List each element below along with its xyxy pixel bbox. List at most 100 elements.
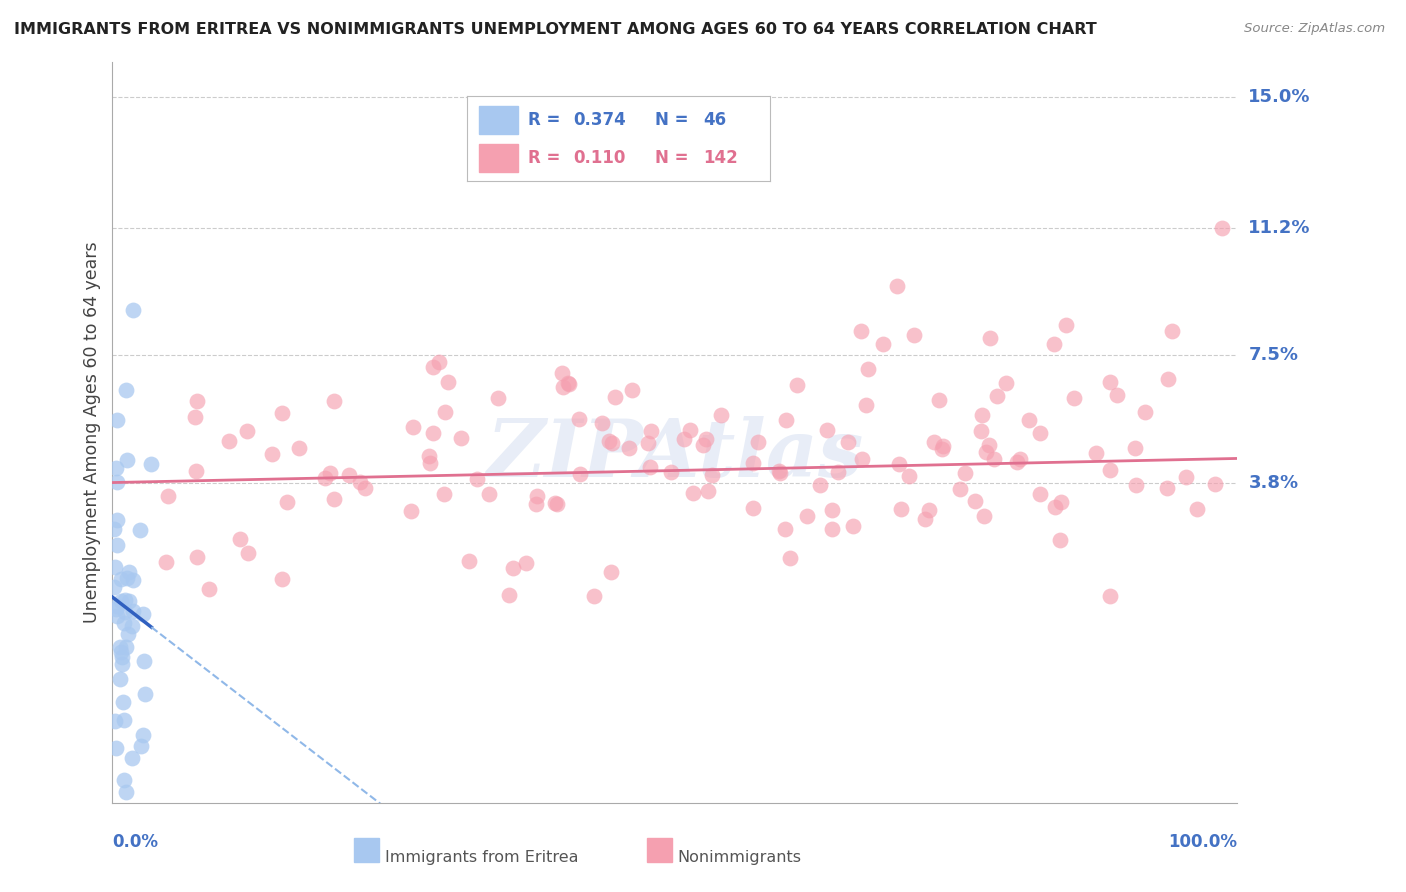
- Point: [114, 593, 136, 607]
- Point: [118, 565, 141, 579]
- Point: [1185, 502, 1208, 516]
- Point: [129, 523, 152, 537]
- Point: [918, 503, 941, 517]
- Point: [815, 424, 838, 438]
- Point: [114, 640, 136, 654]
- Point: [551, 366, 574, 380]
- Point: [695, 432, 717, 446]
- Point: [122, 604, 145, 618]
- Point: [543, 496, 565, 510]
- FancyBboxPatch shape: [647, 838, 672, 862]
- Point: [692, 437, 714, 451]
- Point: [1175, 470, 1198, 484]
- Point: [773, 522, 796, 536]
- Point: [1123, 441, 1146, 455]
- Point: [337, 468, 360, 483]
- Point: [184, 464, 207, 478]
- Point: [184, 409, 207, 424]
- Point: [105, 609, 128, 624]
- Point: [890, 502, 912, 516]
- Point: [821, 503, 844, 517]
- Point: [236, 546, 259, 560]
- Point: [965, 494, 987, 508]
- Point: [319, 467, 342, 481]
- Point: [769, 467, 792, 481]
- Point: [288, 441, 311, 455]
- Point: [121, 303, 143, 318]
- Point: [1161, 324, 1184, 338]
- Text: 3.8%: 3.8%: [1249, 474, 1299, 491]
- Text: Nonimmigrants: Nonimmigrants: [678, 850, 801, 865]
- Point: [110, 645, 132, 659]
- Point: [111, 695, 134, 709]
- Point: [422, 359, 444, 374]
- Point: [598, 434, 620, 448]
- Point: [110, 657, 132, 671]
- Point: [105, 513, 128, 527]
- Point: [546, 497, 568, 511]
- Point: [1063, 391, 1085, 405]
- Point: [112, 713, 135, 727]
- Point: [121, 751, 143, 765]
- Point: [117, 627, 139, 641]
- Point: [349, 475, 371, 489]
- Point: [786, 378, 808, 392]
- Text: IMMIGRANTS FROM ERITREA VS NONIMMIGRANTS UNEMPLOYMENT AMONG AGES 60 TO 64 YEARS : IMMIGRANTS FROM ERITREA VS NONIMMIGRANTS…: [14, 22, 1097, 37]
- Text: 100.0%: 100.0%: [1168, 833, 1237, 851]
- Point: [1098, 589, 1121, 603]
- Point: [903, 327, 925, 342]
- Point: [603, 390, 626, 404]
- Point: [700, 467, 723, 482]
- Point: [218, 434, 240, 449]
- Point: [1098, 375, 1121, 389]
- Point: [696, 484, 718, 499]
- Point: [156, 489, 179, 503]
- Y-axis label: Unemployment Among Ages 60 to 64 years: Unemployment Among Ages 60 to 64 years: [83, 242, 101, 624]
- Point: [1049, 494, 1071, 508]
- Point: [557, 376, 579, 390]
- Point: [271, 572, 294, 586]
- Point: [638, 459, 661, 474]
- Point: [558, 377, 581, 392]
- Point: [141, 457, 163, 471]
- Point: [887, 458, 910, 472]
- Point: [914, 512, 936, 526]
- Point: [114, 605, 136, 619]
- Point: [741, 456, 763, 470]
- Point: [108, 672, 131, 686]
- Point: [973, 509, 995, 524]
- Point: [104, 714, 127, 728]
- Text: 15.0%: 15.0%: [1249, 88, 1310, 106]
- Point: [422, 426, 444, 441]
- Point: [1005, 455, 1028, 469]
- Point: [949, 482, 972, 496]
- Point: [1043, 500, 1066, 514]
- Point: [450, 430, 472, 444]
- Text: 0.0%: 0.0%: [112, 833, 159, 851]
- Point: [1204, 477, 1226, 491]
- Point: [271, 406, 294, 420]
- Point: [1008, 451, 1031, 466]
- Point: [186, 393, 208, 408]
- Point: [931, 442, 953, 457]
- Point: [1211, 220, 1233, 235]
- Point: [994, 376, 1017, 390]
- Point: [121, 619, 143, 633]
- Point: [583, 589, 606, 603]
- Point: [276, 495, 298, 509]
- Point: [111, 650, 134, 665]
- Point: [747, 435, 769, 450]
- Point: [103, 522, 125, 536]
- Point: [969, 425, 991, 439]
- Point: [353, 481, 375, 495]
- Point: [591, 416, 613, 430]
- Point: [621, 383, 644, 397]
- Text: Immigrants from Eritrea: Immigrants from Eritrea: [385, 850, 578, 865]
- Point: [115, 383, 138, 397]
- Point: [433, 405, 456, 419]
- Text: ZIPAtlas: ZIPAtlas: [486, 416, 863, 493]
- Point: [1105, 388, 1128, 402]
- Point: [600, 436, 623, 450]
- Point: [796, 509, 818, 524]
- Point: [110, 594, 132, 608]
